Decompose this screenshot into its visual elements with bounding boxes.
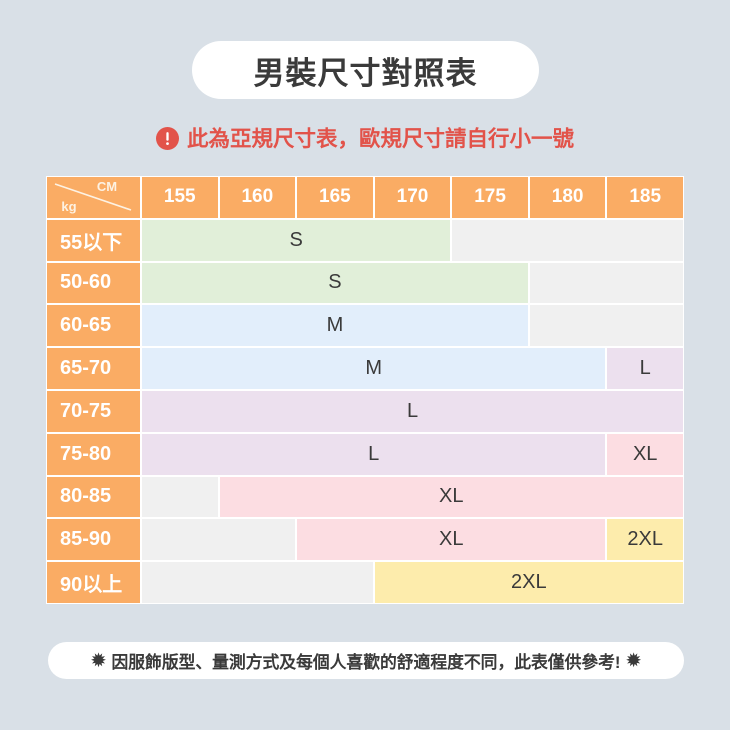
svg-text:kg: kg: [61, 199, 76, 214]
svg-text:CM: CM: [97, 179, 117, 194]
